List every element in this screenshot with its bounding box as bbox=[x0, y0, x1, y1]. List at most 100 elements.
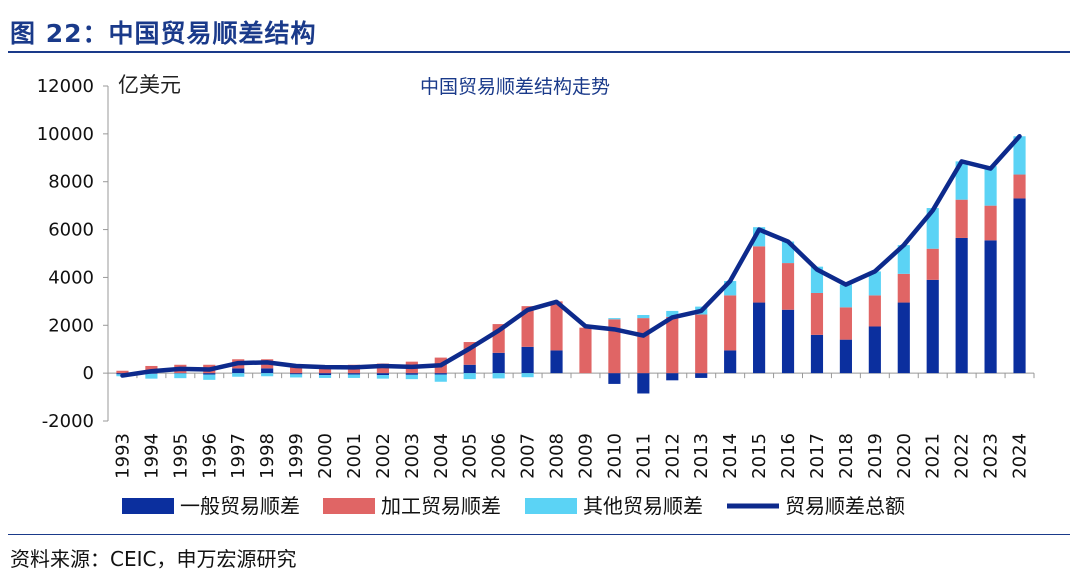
bar-segment bbox=[261, 373, 274, 377]
bar-segment bbox=[637, 373, 650, 394]
bar-segment bbox=[839, 284, 852, 308]
bar-segment bbox=[434, 374, 447, 382]
bar-segment bbox=[926, 208, 939, 249]
bar-segment bbox=[145, 373, 158, 379]
y-tick-label: 6000 bbox=[48, 220, 94, 241]
x-tick-label: 2004 bbox=[431, 433, 452, 479]
x-tick-label: 2000 bbox=[315, 433, 336, 479]
x-tick-label: 2001 bbox=[344, 433, 365, 479]
y-tick-label: 10000 bbox=[37, 124, 94, 145]
x-tick-label: 1996 bbox=[199, 433, 220, 479]
bar-segment bbox=[984, 166, 997, 206]
y-tick-label: 12000 bbox=[37, 76, 94, 97]
bar-segment bbox=[521, 306, 534, 347]
source-note: 资料来源：CEIC，申万宏源研究 bbox=[10, 547, 297, 571]
y-tick-label: -2000 bbox=[42, 411, 94, 432]
legend-swatch bbox=[122, 498, 174, 514]
bar-segment bbox=[1013, 174, 1026, 199]
bar-segment bbox=[724, 350, 737, 374]
x-tick-label: 2018 bbox=[836, 433, 857, 479]
bar-segment bbox=[868, 271, 881, 296]
line-series bbox=[120, 134, 1022, 378]
bar-segment bbox=[608, 318, 621, 320]
bar-segment bbox=[666, 316, 679, 374]
bar-segment bbox=[376, 373, 389, 376]
bar-segment bbox=[579, 327, 592, 374]
bar-segment bbox=[550, 301, 563, 351]
bar-segment bbox=[290, 374, 303, 378]
x-tick-label: 2019 bbox=[865, 433, 886, 479]
bar-segment bbox=[550, 350, 563, 374]
bar-segment bbox=[781, 309, 795, 374]
source-rule bbox=[8, 534, 1070, 535]
bar-segment bbox=[781, 263, 795, 310]
bar-segment bbox=[955, 237, 968, 374]
x-tick-label: 2008 bbox=[547, 433, 568, 479]
bar-segment bbox=[753, 246, 766, 303]
x-tick-label: 2024 bbox=[1010, 433, 1031, 479]
bar-segment bbox=[116, 370, 129, 374]
bar-segment bbox=[203, 374, 216, 380]
x-tick-label: 1993 bbox=[112, 433, 133, 479]
y-tick-label: 0 bbox=[83, 363, 94, 384]
figure-title: 图 22：中国贸易顺差结构 bbox=[10, 19, 317, 48]
trade-surplus-chart: -2000 0 2000 4000 6000 8000 10000 12000 1993 1994… bbox=[37, 73, 1035, 518]
bar-segment bbox=[839, 307, 852, 340]
bar-segment bbox=[897, 273, 910, 303]
x-tick-label: 1998 bbox=[257, 433, 278, 479]
bar-segment bbox=[347, 374, 361, 378]
x-tick-label: 2010 bbox=[604, 433, 625, 479]
bar-segment bbox=[521, 346, 534, 374]
bar-segment bbox=[608, 373, 621, 384]
bar-segment bbox=[347, 373, 361, 375]
x-tick-label: 2009 bbox=[575, 433, 596, 479]
x-tick-label: 2005 bbox=[460, 433, 481, 479]
bar-segment bbox=[463, 364, 476, 374]
x-tick-label: 2011 bbox=[633, 433, 654, 479]
x-tick-label: 2012 bbox=[662, 433, 683, 479]
y-tick-label: 8000 bbox=[48, 172, 94, 193]
bar-segment bbox=[666, 373, 679, 381]
x-tick-label: 2021 bbox=[923, 433, 944, 479]
legend-label: 加工贸易顺差 bbox=[381, 494, 501, 518]
bar-segment bbox=[868, 326, 881, 374]
bar-segment bbox=[695, 314, 708, 374]
x-tick-label: 1999 bbox=[286, 433, 307, 479]
x-tick-label: 2016 bbox=[778, 433, 799, 479]
x-tick-label: 2007 bbox=[518, 433, 539, 479]
bar-segment bbox=[984, 205, 997, 241]
bar-segment bbox=[521, 373, 534, 378]
x-tick-label: 2003 bbox=[402, 433, 423, 479]
x-tick-label: 2006 bbox=[489, 433, 510, 479]
x-tick-label: 2014 bbox=[720, 433, 741, 479]
y-tick-label: 4000 bbox=[48, 267, 94, 288]
bar-segment bbox=[405, 374, 418, 380]
x-tick-label: 2020 bbox=[894, 433, 915, 479]
bar-segment bbox=[174, 373, 187, 379]
bar-segment bbox=[926, 248, 939, 280]
x-tick-label: 2017 bbox=[807, 433, 828, 479]
bar-segment bbox=[434, 373, 447, 375]
legend-swatch bbox=[323, 498, 375, 514]
legend-swatch bbox=[525, 498, 577, 514]
x-tick-label: 2015 bbox=[749, 433, 770, 479]
bar-series bbox=[116, 136, 1026, 394]
bar-segment bbox=[405, 373, 418, 375]
bar-segment bbox=[637, 318, 650, 374]
bar-segment bbox=[492, 352, 505, 374]
bar-segment bbox=[868, 295, 881, 327]
bar-segment bbox=[724, 295, 737, 351]
bar-segment bbox=[232, 373, 245, 377]
bar-segment bbox=[926, 279, 939, 374]
bar-segment bbox=[955, 199, 968, 238]
bar-segment bbox=[203, 373, 216, 375]
bar-segment bbox=[463, 373, 476, 380]
bar-segment bbox=[984, 240, 997, 374]
x-tick-label: 1994 bbox=[141, 433, 162, 479]
legend: 一般贸易顺差 加工贸易顺差 其他贸易顺差 贸易顺差总额 bbox=[122, 494, 905, 518]
bar-segment bbox=[232, 368, 245, 374]
x-tick-label: 1997 bbox=[228, 433, 249, 479]
bar-segment bbox=[753, 302, 766, 374]
bar-segment bbox=[666, 310, 679, 317]
bar-segment bbox=[261, 368, 274, 374]
